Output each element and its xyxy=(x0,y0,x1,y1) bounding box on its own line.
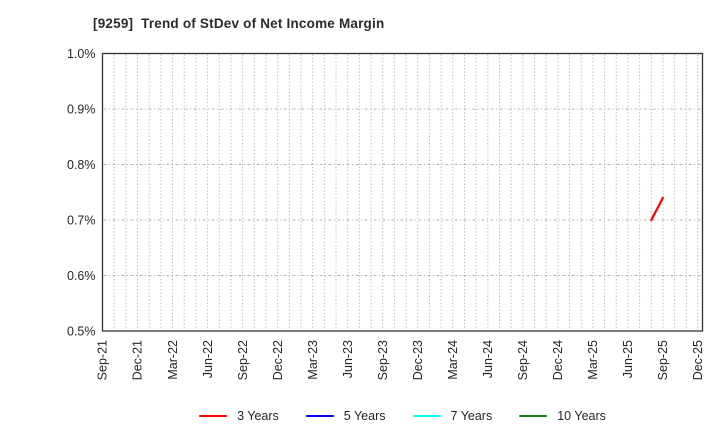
legend-label-5-years: 5 Years xyxy=(343,409,386,423)
legend-item-7-years: 7 Years xyxy=(412,406,493,426)
series-line-3-years xyxy=(650,196,665,222)
legend-swatch-7-years-icon xyxy=(412,414,441,418)
legend-item-5-years: 5 Years xyxy=(305,406,386,426)
x-tick-label: Jun-25 xyxy=(621,340,635,378)
x-tick-label: Sep-22 xyxy=(236,340,250,380)
legend-swatch-5-years-icon xyxy=(305,414,334,418)
x-tick-label: Dec-25 xyxy=(691,340,705,380)
y-tick-label: 0.8% xyxy=(67,158,96,172)
x-tick-label: Mar-23 xyxy=(306,340,320,380)
x-tick-label: Dec-22 xyxy=(271,340,285,380)
y-tick-label: 0.7% xyxy=(67,214,96,228)
y-tick-label: 0.9% xyxy=(67,103,96,117)
x-tick-label: Mar-24 xyxy=(446,340,460,380)
x-tick-label: Dec-24 xyxy=(551,340,565,380)
y-tick-label: 1.0% xyxy=(67,47,96,61)
x-tick-label: Jun-23 xyxy=(341,340,355,378)
legend-label-7-years: 7 Years xyxy=(450,409,493,423)
x-tick-label: Mar-22 xyxy=(166,340,180,380)
x-tick-label: Sep-23 xyxy=(376,340,390,380)
x-tick-label: Sep-24 xyxy=(516,340,530,380)
legend-swatch-10-years-icon xyxy=(519,414,548,418)
plot-border xyxy=(101,52,704,332)
legend-label-10-years: 10 Years xyxy=(557,409,606,423)
y-tick-label: 0.6% xyxy=(67,269,96,283)
plot-area: 1.0% 0.9% 0.8% 0.7% 0.6% 0.5%Sep-21 Dec-21 Mar-… xyxy=(67,47,705,380)
legend-item-10-years: 10 Years xyxy=(519,406,606,426)
x-tick-label: Jun-22 xyxy=(201,340,215,378)
x-tick-label: Dec-23 xyxy=(411,340,425,380)
legend-swatch-3-years-icon xyxy=(199,414,228,418)
legend: 3 Years 5 Years 7 Years 10 Years xyxy=(102,406,703,426)
x-tick-label: Sep-25 xyxy=(656,340,670,380)
x-tick-label: Dec-21 xyxy=(131,340,145,380)
legend-item-3-years: 3 Years xyxy=(199,406,279,426)
x-tick-label: Jun-24 xyxy=(481,340,495,378)
chart-title: [9259] Trend of StDev of Net Income Marg… xyxy=(93,16,385,31)
x-tick-label: Sep-21 xyxy=(96,340,110,380)
x-tick-label: Mar-25 xyxy=(586,340,600,380)
legend-label-3-years: 3 Years xyxy=(237,409,279,423)
y-tick-label: 0.5% xyxy=(67,325,96,339)
